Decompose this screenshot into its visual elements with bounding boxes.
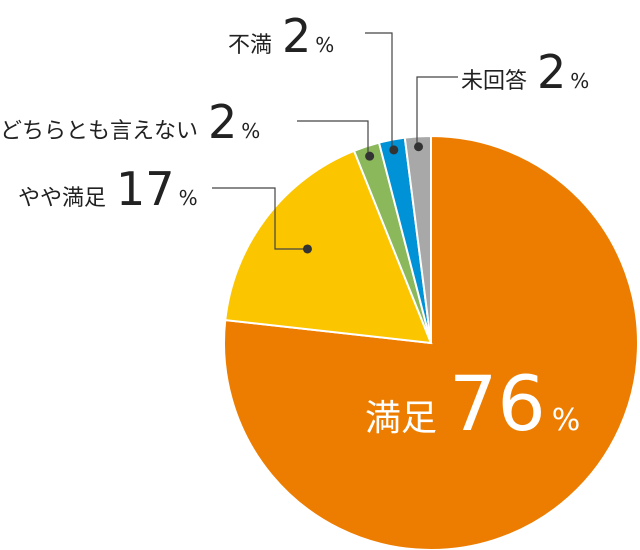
pie-slice-0	[223, 134, 639, 550]
slice-label-2: どちらとも言えない 2%	[0, 95, 260, 149]
leader-dot-3	[389, 145, 399, 155]
slice-label-4: 未回答 2%	[461, 45, 589, 99]
slice-label-3: 不満 2%	[228, 9, 334, 63]
leader-lines	[212, 32, 458, 254]
slice-label-1: やや満足 17%	[18, 162, 198, 216]
leader-dot-1	[302, 244, 312, 254]
pie-slice-1	[224, 149, 433, 345]
pie-slices	[223, 134, 639, 550]
pie-slice-4	[403, 134, 432, 344]
leader-dot-4	[414, 142, 424, 152]
slice-labels: 満足 76 % やや満足 17 % どちらとも言えない 2 % 不満 2 % 未回答 2%	[0, 9, 589, 448]
leader-line-1	[212, 187, 308, 250]
slice-label-0: 満足 76%	[365, 359, 580, 448]
leader-dot-2	[365, 151, 375, 161]
leader-line-3	[365, 32, 394, 151]
